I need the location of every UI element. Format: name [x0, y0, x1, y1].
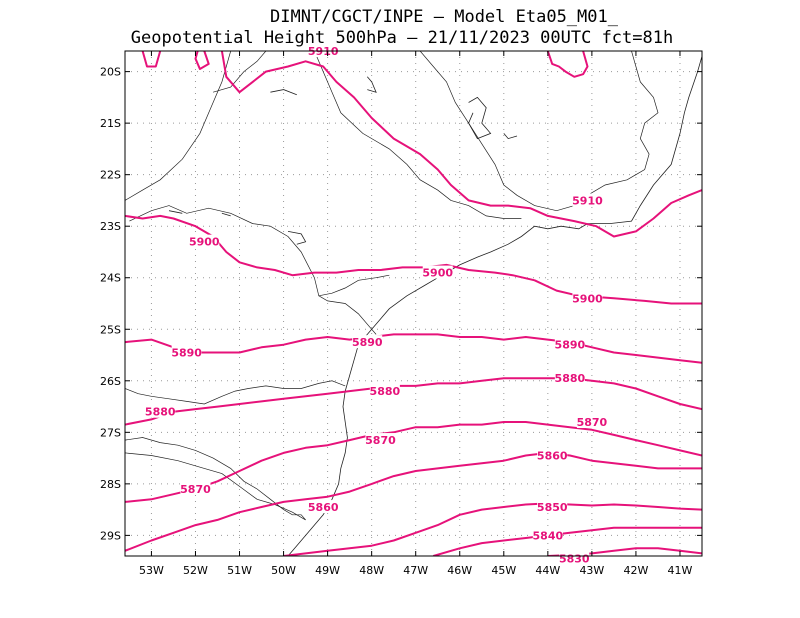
contour-label-bg [537, 500, 568, 514]
contour-lines [125, 51, 702, 556]
contour-label: 5860 [308, 501, 339, 514]
state-boundary [129, 205, 377, 335]
contour-label-bg [572, 193, 603, 207]
state-boundary [125, 437, 306, 521]
contour-line-5850 [283, 502, 702, 556]
x-tick-label: 53W [139, 564, 164, 577]
x-tick-label: 42W [623, 564, 648, 577]
x-tick-label: 51W [227, 564, 252, 577]
state-boundary [125, 380, 346, 405]
x-tick-label: 44W [535, 564, 560, 577]
contour-label: 5900 [189, 236, 220, 249]
reservoir-outline [287, 231, 307, 245]
contour-label: 5890 [171, 346, 202, 359]
contour-line-5910 [141, 51, 162, 68]
x-tick-label: 47W [403, 564, 428, 577]
contour-label-bg [422, 265, 453, 279]
y-tick-label: 27S [100, 426, 121, 439]
contour-label-bg [537, 448, 568, 462]
x-tick-label: 48W [359, 564, 384, 577]
reservoir-outline [221, 212, 231, 217]
contour-label-bg [365, 433, 396, 447]
contour-label-bg [145, 404, 176, 418]
contour-label-bg [308, 500, 339, 514]
y-tick-label: 25S [100, 323, 121, 336]
contour-line-5910 [194, 51, 210, 70]
grid-lines [125, 51, 702, 556]
contour-label: 5900 [572, 292, 603, 305]
y-tick-label: 26S [100, 375, 121, 388]
contour-line-5840 [433, 526, 702, 556]
contour-label: 5880 [370, 385, 401, 398]
reservoir-outline [468, 96, 492, 140]
contour-label: 5890 [555, 339, 586, 352]
contour-label-bg [180, 482, 211, 496]
state-boundary [419, 51, 659, 212]
x-tick-label: 46W [447, 564, 472, 577]
contour-label: 5860 [537, 450, 568, 463]
map-geography [125, 51, 702, 556]
coastline [287, 56, 702, 556]
y-tick-label: 28S [100, 478, 121, 491]
contour-label-bg [554, 337, 585, 351]
state-boundary [125, 51, 232, 201]
contour-label-bg [576, 415, 607, 429]
contour-line-5870 [125, 421, 702, 503]
contour-label-bg [171, 345, 202, 359]
contour-label: 5900 [422, 267, 453, 280]
y-tick-label: 20S [100, 66, 121, 79]
state-boundary [318, 274, 390, 297]
contour-label-bg [572, 291, 603, 305]
contour-line-5900 [125, 214, 702, 305]
x-tick-label: 52W [183, 564, 208, 577]
x-tick-label: 45W [491, 564, 516, 577]
contour-label: 5840 [533, 529, 564, 542]
reservoir-outline [270, 89, 297, 96]
contour-label-bg [532, 528, 563, 542]
contour-label-bg [352, 335, 383, 349]
y-tick-label: 24S [100, 272, 121, 285]
contour-label: 5850 [537, 501, 568, 514]
contour-label: 5870 [577, 416, 608, 429]
contour-label-bg [554, 371, 585, 385]
y-axis: 20S 21S 22S 23S 24S 25S 26S 27S 28S 29S [100, 66, 702, 542]
contour-label-bg [189, 234, 220, 248]
contour-line-5910 [546, 51, 589, 78]
y-tick-label: 22S [100, 169, 121, 182]
x-axis: 53W 52W 51W 50W 49W 48W 47W 46W 45W 44W 43W 42W 41W [139, 51, 693, 577]
contour-label: 5870 [365, 434, 396, 447]
y-tick-label: 29S [100, 529, 121, 542]
x-tick-label: 43W [579, 564, 604, 577]
contour-label: 5880 [145, 406, 176, 419]
y-tick-label: 23S [100, 220, 121, 233]
x-tick-label: 49W [315, 564, 340, 577]
x-tick-label: 50W [271, 564, 296, 577]
contour-label: 5890 [352, 336, 383, 349]
x-tick-label: 41W [668, 564, 693, 577]
state-boundary [314, 51, 522, 219]
reservoir-outline [168, 210, 183, 214]
y-tick-label: 21S [100, 117, 121, 130]
chart-title-line1: DIMNT/CGCT/INPE – Model Eta05_M01_ [270, 7, 619, 27]
contour-line-5860 [125, 451, 702, 552]
state-boundary [213, 51, 267, 93]
reservoir-outline [503, 133, 518, 140]
contour-label: 5880 [555, 372, 586, 385]
contour-line-5890 [125, 333, 702, 364]
plot-frame [124, 50, 703, 557]
contour-label: 5870 [180, 483, 211, 496]
reservoir-outline [366, 76, 377, 93]
state-boundary [125, 452, 306, 521]
contour-label-bg [559, 551, 590, 565]
contour-label-bg [369, 384, 400, 398]
contour-line-5910 [220, 51, 702, 238]
contour-line-5880 [125, 377, 702, 426]
contour-label: 5910 [572, 194, 603, 207]
chart-title-line2: Geopotential Height 500hPa – 21/11/2023 … [131, 28, 673, 48]
